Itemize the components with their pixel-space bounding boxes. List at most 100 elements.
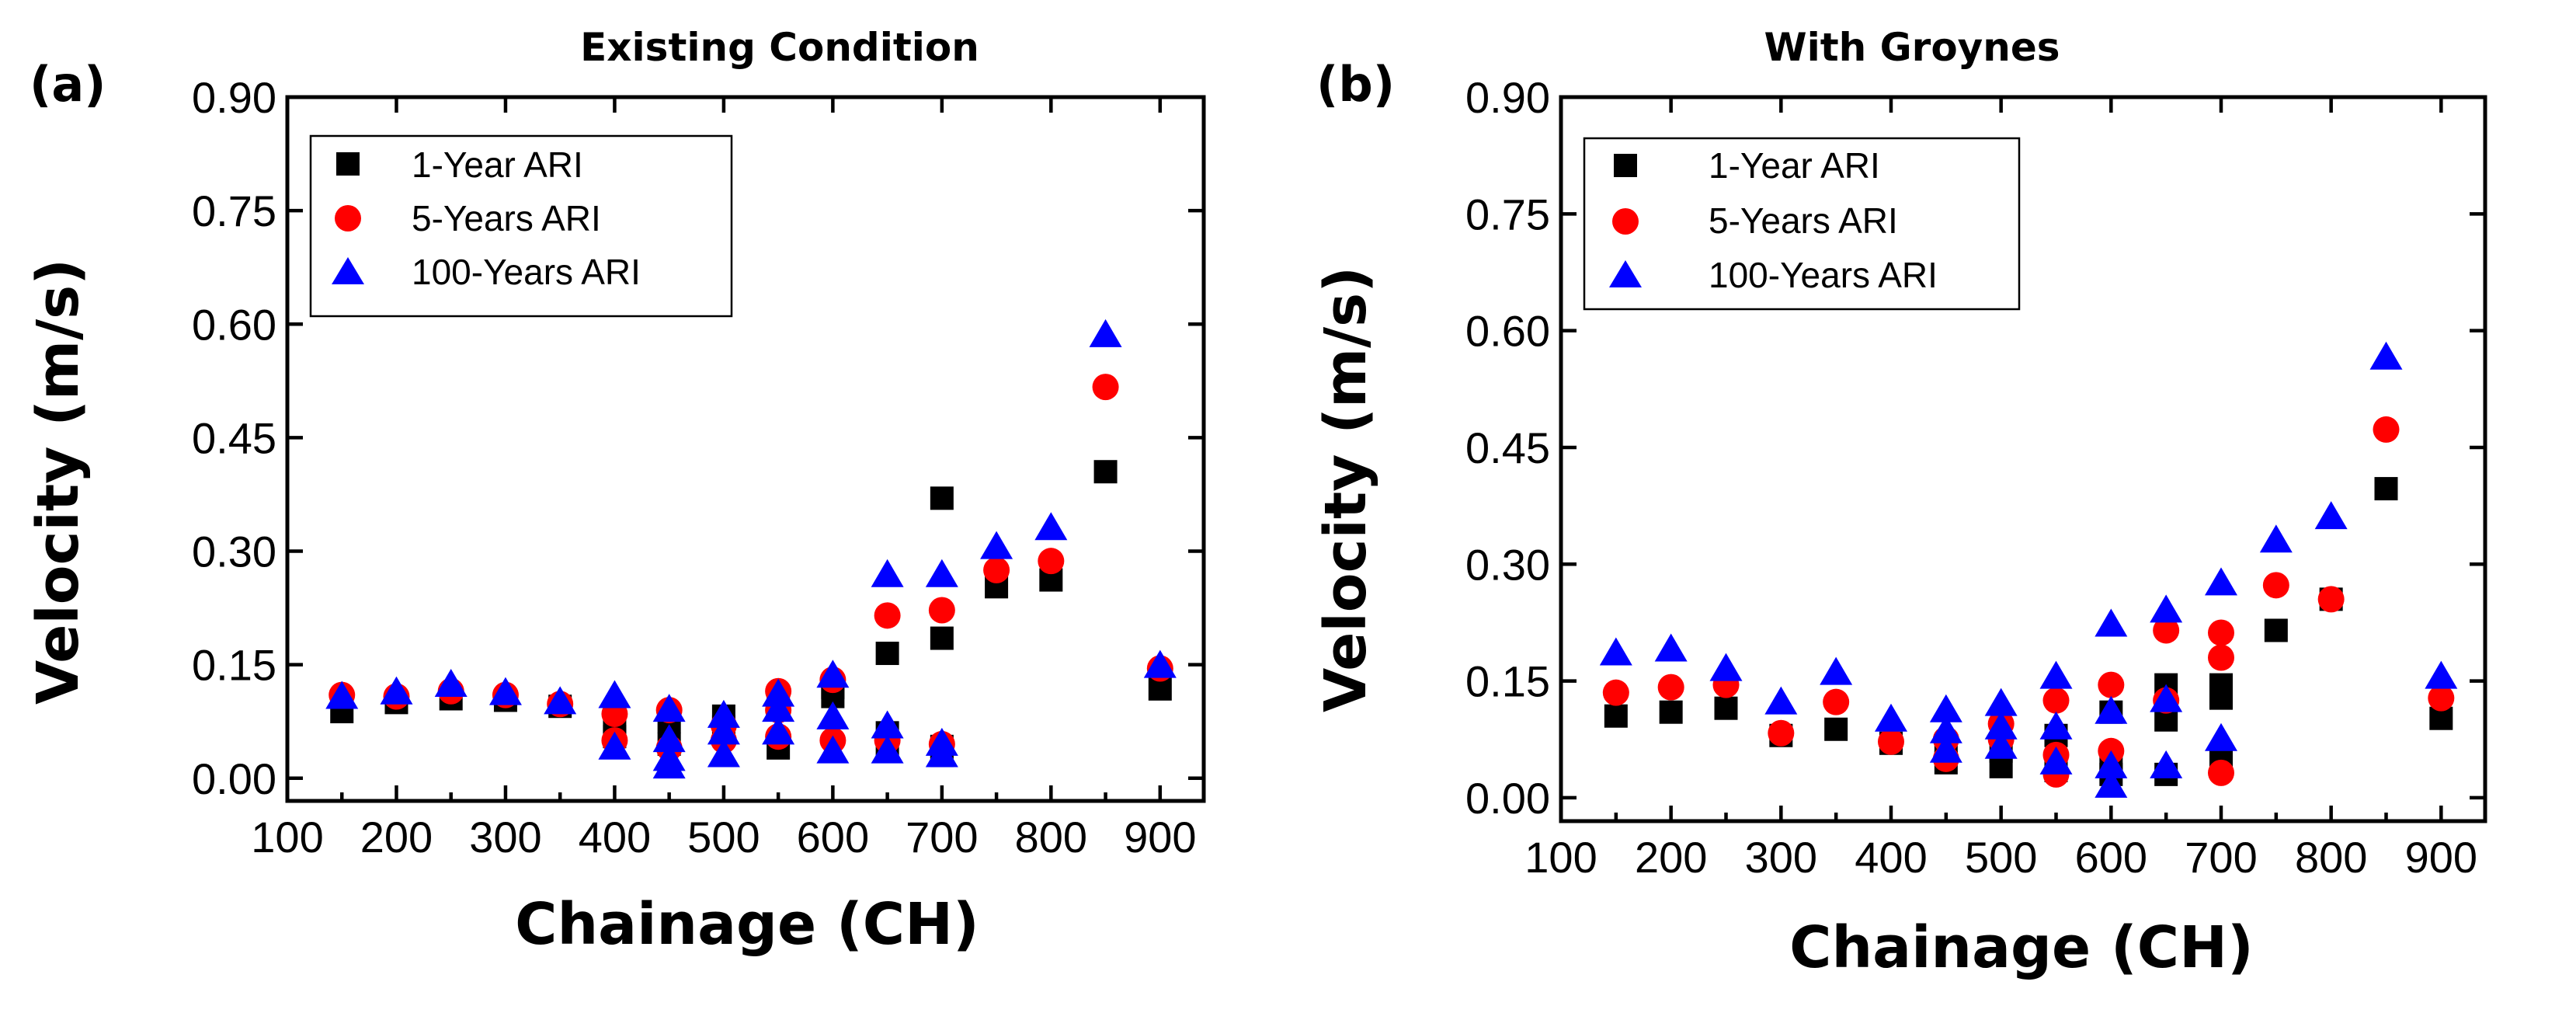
x-tick-label: 200: [360, 813, 433, 862]
data-point-triangle: [816, 660, 850, 688]
y-tick-label: 0.75: [192, 186, 276, 235]
y-axis-title: Velocity (m/s): [1312, 266, 1379, 712]
y-tick-label: 0.90: [1465, 73, 1550, 122]
data-point-square: [930, 486, 954, 510]
x-axis-title: Chainage (CH): [515, 891, 979, 958]
x-tick-label: 600: [2075, 833, 2147, 882]
legend-circle-marker: [1612, 208, 1639, 235]
data-point-circle: [2208, 619, 2234, 646]
data-point-triangle: [1929, 694, 1962, 722]
data-point-triangle: [2039, 711, 2073, 740]
data-point-circle: [1657, 674, 1684, 701]
data-point-circle: [2262, 572, 2289, 599]
data-point-circle: [2373, 416, 2400, 443]
x-tick-label: 500: [1965, 833, 2037, 882]
data-point-square: [2264, 618, 2288, 642]
legend-label: 100-Years ARI: [1709, 255, 1938, 295]
y-tick-label: 0.75: [1465, 190, 1550, 238]
data-point-triangle: [2095, 769, 2128, 798]
data-point-triangle: [925, 559, 958, 587]
data-point-triangle: [707, 739, 740, 768]
data-point-triangle: [2205, 722, 2237, 751]
legend: 1-Year ARI 5-Years ARI 100-Years ARI: [1583, 137, 2021, 311]
data-point-triangle: [762, 716, 795, 745]
data-point-triangle: [1875, 703, 1907, 732]
data-point-triangle: [871, 735, 904, 764]
x-tick-label: 800: [1015, 813, 1087, 862]
data-point-triangle: [1984, 688, 2018, 716]
data-point-triangle: [816, 735, 850, 764]
data-point-triangle: [1709, 653, 1743, 681]
data-point-triangle: [1089, 319, 1122, 347]
x-tick-label: 300: [1745, 833, 1817, 882]
data-point-triangle: [1929, 734, 1962, 763]
y-tick-label: 0.30: [1465, 540, 1550, 589]
data-point-triangle: [1820, 656, 1853, 685]
y-axis-title: Velocity (m/s): [25, 259, 92, 705]
data-point-triangle: [1599, 637, 1632, 666]
data-point-circle: [2042, 687, 2070, 714]
legend-label: 1-Year ARI: [412, 144, 583, 185]
data-point-circle: [2098, 671, 2125, 698]
legend-label: 5-Years ARI: [1709, 200, 1898, 241]
data-point-triangle: [871, 710, 904, 739]
data-point-triangle: [2150, 684, 2183, 712]
y-tick-label: 0.60: [192, 300, 276, 349]
y-tick-label: 0.00: [1465, 774, 1550, 823]
legend-square-marker: [336, 152, 360, 176]
data-point-triangle: [325, 681, 359, 709]
data-point-square: [1989, 754, 2013, 778]
legend-circle-marker: [335, 205, 361, 231]
chart-title: With Groynes: [1764, 25, 2060, 70]
data-point-triangle: [1984, 711, 2018, 740]
data-point-triangle: [762, 694, 795, 722]
legend-label: 1-Year ARI: [1709, 145, 1880, 186]
data-point-circle: [1038, 548, 1065, 575]
legend: 1-Year ARI 5-Years ARI 100-Years ARI: [309, 134, 733, 318]
data-points: [325, 319, 1177, 779]
data-point-triangle: [707, 699, 740, 728]
data-point-square: [1604, 704, 1628, 728]
data-points: [1599, 341, 2458, 798]
data-point-triangle: [2039, 746, 2073, 775]
data-point-circle: [1602, 679, 1629, 706]
data-point-triangle: [652, 694, 686, 722]
data-point-square: [1659, 700, 1683, 724]
data-point-triangle: [2425, 660, 2458, 689]
tick-group: 0.00 0.15 0.30 0.45 0.60 0.75 0.90 100 200 300 400…: [1465, 73, 2485, 882]
data-point-circle: [2428, 684, 2455, 712]
x-tick-label: 700: [2185, 833, 2257, 882]
data-point-triangle: [980, 531, 1013, 559]
data-point-triangle: [1764, 686, 1798, 715]
data-point-square: [1824, 717, 1848, 741]
y-tick-label: 0.60: [1465, 307, 1550, 356]
panel-label: (a): [30, 56, 106, 113]
legend-triangle-marker: [1609, 260, 1642, 287]
data-point-triangle: [652, 724, 686, 753]
data-point-triangle: [1984, 730, 2018, 759]
data-point-triangle: [871, 559, 904, 587]
data-point-triangle: [2259, 524, 2293, 553]
data-point-circle: [1823, 688, 1850, 715]
data-point-square: [1093, 460, 1118, 484]
data-point-triangle: [2150, 594, 2183, 623]
plot-frame: [285, 95, 1206, 803]
data-point-square: [2374, 477, 2398, 501]
x-tick-label: 100: [251, 813, 323, 862]
data-point-square: [875, 642, 899, 666]
y-tick-label: 0.45: [1465, 423, 1550, 472]
data-point-square: [1714, 696, 1738, 720]
chart-title: Existing Condition: [580, 25, 979, 70]
data-point-triangle: [1929, 715, 1962, 743]
data-point-triangle: [488, 677, 522, 705]
data-point-triangle: [544, 686, 577, 715]
x-tick-label: 400: [579, 813, 651, 862]
data-point-circle: [2208, 759, 2234, 786]
tick-group: 0.00 0.15 0.30 0.45 0.60 0.75 0.90 100 200 300 400…: [192, 73, 1204, 862]
data-point-triangle: [925, 739, 958, 768]
x-tick-label: 700: [906, 813, 978, 862]
y-tick-label: 0.90: [192, 73, 276, 122]
x-tick-label: 800: [2295, 833, 2367, 882]
data-point-triangle: [762, 678, 795, 707]
data-point-triangle: [2150, 750, 2183, 778]
